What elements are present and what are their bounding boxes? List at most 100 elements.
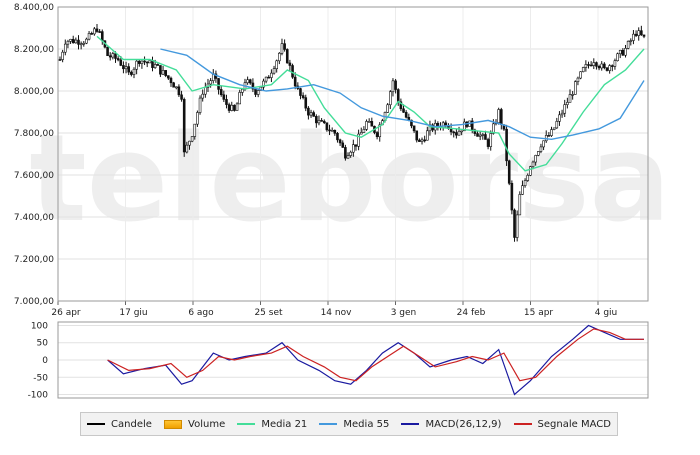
candle-body bbox=[531, 161, 535, 167]
x-tick-label: 25 set bbox=[254, 308, 283, 318]
x-tick-label: 6 ago bbox=[188, 308, 214, 318]
candle-body bbox=[579, 71, 582, 79]
candle-body bbox=[278, 52, 281, 62]
macd-y-tick-label: 50 bbox=[37, 339, 49, 349]
price-plot-frame bbox=[57, 6, 649, 302]
legend-label-candles: Candele bbox=[111, 418, 152, 430]
candle-body bbox=[518, 194, 522, 216]
candle-body bbox=[132, 68, 136, 75]
candle-body bbox=[180, 94, 183, 100]
price-y-axis: 8.400,00 8.200,00 8.000,00 7.800,00 7.600,00… bbox=[14, 3, 54, 307]
candle-body bbox=[605, 67, 609, 71]
candle-body bbox=[90, 33, 94, 35]
candle-body bbox=[322, 120, 326, 124]
candle-body bbox=[325, 122, 329, 131]
candle-body bbox=[130, 71, 133, 75]
candle-body bbox=[510, 183, 514, 211]
candle-body bbox=[581, 67, 585, 73]
candle-body bbox=[299, 88, 302, 96]
x-tick-label: 3 gen bbox=[391, 308, 417, 318]
candle-body bbox=[185, 144, 189, 153]
legend-item-candles[interactable]: Candele bbox=[87, 419, 152, 430]
candle-body bbox=[552, 127, 556, 130]
candle-body bbox=[153, 64, 157, 68]
candle-body bbox=[106, 46, 109, 57]
candle-body bbox=[219, 89, 223, 96]
candle-body bbox=[597, 66, 601, 69]
candle-body bbox=[336, 133, 339, 141]
candle-body bbox=[497, 109, 500, 123]
candle-body bbox=[492, 123, 495, 134]
candle-body bbox=[320, 120, 323, 122]
candle-body bbox=[124, 66, 128, 70]
candle-body bbox=[188, 140, 191, 146]
legend-item-signal[interactable]: Segnale MACD bbox=[513, 418, 611, 430]
candle-body bbox=[315, 116, 318, 124]
price-y-tick-label: 8.200,00 bbox=[14, 45, 54, 55]
candle-body bbox=[169, 77, 173, 84]
candle-body bbox=[354, 144, 358, 147]
candle-body bbox=[571, 94, 574, 96]
candle-body bbox=[365, 121, 368, 130]
legend-item-volume[interactable]: Volume bbox=[164, 419, 225, 430]
candle-body bbox=[529, 166, 532, 176]
candle-body bbox=[375, 132, 379, 138]
legend-label-macd: MACD(26,12,9) bbox=[425, 418, 502, 430]
candle-body bbox=[182, 99, 186, 153]
candle-body bbox=[71, 38, 75, 44]
candle-body bbox=[63, 43, 67, 53]
candle-body bbox=[161, 70, 165, 75]
candle-body bbox=[196, 112, 199, 125]
candle-body bbox=[222, 94, 226, 100]
candle-body bbox=[410, 119, 413, 127]
legend-item-ma55[interactable]: Media 55 bbox=[319, 419, 389, 430]
candle-body bbox=[515, 214, 519, 238]
candle-body bbox=[100, 31, 104, 42]
price-y-tick-label: 7.000,00 bbox=[14, 297, 54, 307]
macd-y-tick-label: 0 bbox=[42, 356, 48, 366]
macd-line bbox=[107, 324, 644, 396]
candle-body bbox=[621, 49, 625, 56]
candle-body bbox=[629, 40, 633, 42]
legend-swatch-signal bbox=[513, 423, 532, 425]
candle-body bbox=[573, 81, 577, 95]
candle-body bbox=[230, 104, 234, 111]
candle-body bbox=[412, 125, 416, 132]
legend-swatch-ma21 bbox=[237, 423, 256, 425]
candle-body bbox=[114, 53, 117, 59]
candle-body bbox=[505, 128, 508, 162]
candle-body bbox=[137, 60, 141, 64]
candle-body bbox=[256, 90, 260, 95]
candle-body bbox=[190, 136, 194, 142]
candle-body bbox=[333, 129, 337, 134]
x-tick-label: 15 apr bbox=[524, 308, 554, 318]
candle-body bbox=[396, 89, 400, 103]
candle-body bbox=[312, 112, 315, 117]
legend-item-ma21[interactable]: Media 21 bbox=[237, 419, 307, 430]
candle-body bbox=[367, 121, 371, 123]
candle-body bbox=[558, 114, 561, 122]
candle-body bbox=[404, 112, 408, 118]
candle-body bbox=[288, 62, 292, 66]
candle-body bbox=[317, 120, 321, 124]
candle-body bbox=[455, 132, 458, 136]
legend-label-signal: Segnale MACD bbox=[537, 418, 611, 430]
candle-body bbox=[418, 139, 421, 142]
candle-body bbox=[293, 76, 297, 87]
candle-body bbox=[251, 82, 255, 90]
candle-body bbox=[275, 60, 278, 70]
candle-body bbox=[193, 123, 197, 137]
legend-item-macd[interactable]: MACD(26,12,9) bbox=[401, 419, 501, 430]
candle-body bbox=[309, 112, 313, 116]
candle-body bbox=[285, 49, 289, 64]
candle-body bbox=[394, 80, 397, 90]
candle-body bbox=[238, 92, 241, 105]
candle-body bbox=[280, 43, 284, 54]
candle-body bbox=[227, 104, 231, 111]
candle-body bbox=[341, 142, 345, 148]
x-tick-label: 4 giu bbox=[595, 308, 618, 318]
candle-body bbox=[172, 82, 175, 88]
signal-line bbox=[107, 328, 644, 382]
candle-body bbox=[143, 60, 146, 63]
candle-body bbox=[592, 62, 596, 66]
